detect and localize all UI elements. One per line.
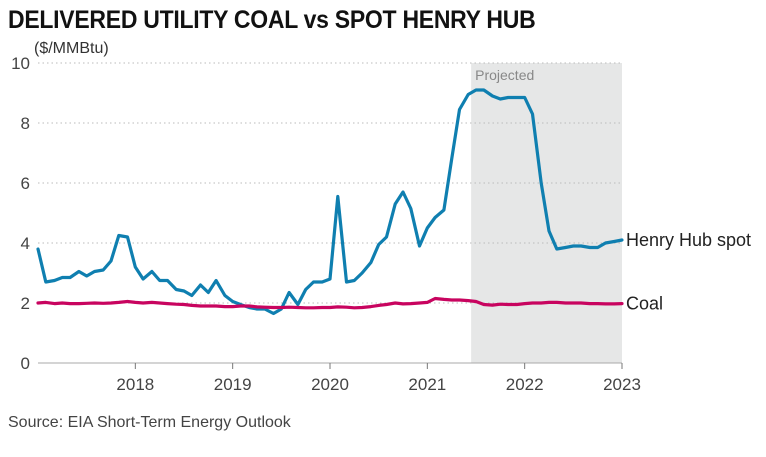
x-tick-label: 2020 [311,375,349,394]
y-tick-label: 2 [21,294,30,313]
y-tick-label: 0 [21,354,30,373]
x-tick-label: 2023 [603,375,641,394]
chart-title: DELIVERED UTILITY COAL vs SPOT HENRY HUB [8,6,536,34]
y-tick-label: 6 [21,174,30,193]
y-axis-label: ($/MMBtu) [34,40,109,57]
x-tick-label: 2022 [506,375,544,394]
series-label: Coal [626,294,663,314]
source-note: Source: EIA Short-Term Energy Outlook [8,414,291,431]
series-line-henry-hub [36,88,624,316]
y-tick-label: 4 [21,234,30,253]
y-tick-label: 8 [21,114,30,133]
series-line-coal [36,296,624,310]
y-tick-label: 10 [11,54,30,73]
x-tick-label: 2019 [214,375,252,394]
series-label: Henry Hub spot [626,230,751,250]
projected-label: Projected [475,67,534,83]
x-tick-label: 2021 [408,375,446,394]
x-tick-label: 2018 [116,375,154,394]
